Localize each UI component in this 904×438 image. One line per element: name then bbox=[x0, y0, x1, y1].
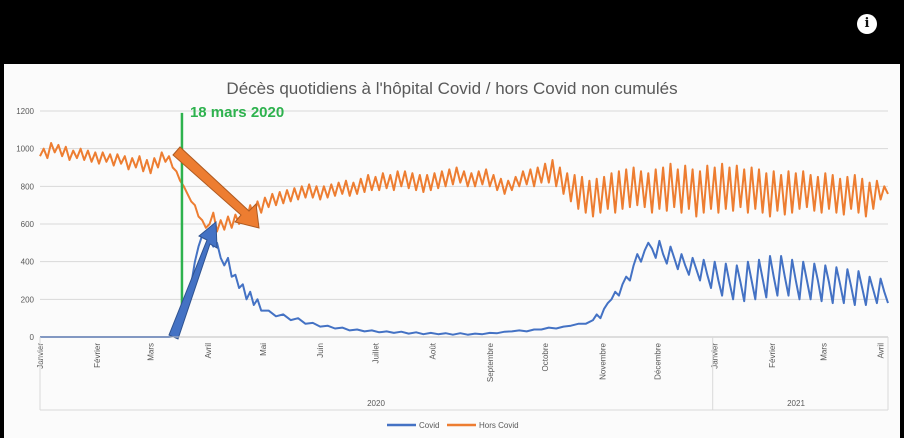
x-tick-label: Mai bbox=[259, 343, 268, 356]
x-tick-label: Février bbox=[768, 343, 777, 368]
x-tick-label: Octobre bbox=[541, 342, 550, 371]
year-label-2020: 2020 bbox=[367, 399, 385, 408]
series-line-covid bbox=[40, 232, 889, 338]
video-top-bar: i bbox=[0, 0, 904, 64]
arrows-layer bbox=[168, 146, 260, 340]
x-axis-frame bbox=[39, 336, 889, 411]
info-icon[interactable]: i bbox=[857, 14, 877, 34]
x-tick-label: Mars bbox=[147, 343, 156, 361]
y-axis-ticks: 0 200 400 600 800 1000 1200 bbox=[16, 107, 34, 342]
annotation-layer: 18 mars 2020 bbox=[180, 104, 284, 309]
annotation-label: 18 mars 2020 bbox=[190, 104, 284, 121]
x-tick-label: Janvier bbox=[711, 343, 720, 369]
x-tick-label: Décembre bbox=[654, 342, 663, 379]
y-tick-label: 1000 bbox=[16, 145, 34, 154]
y-tick-label: 1200 bbox=[16, 107, 34, 116]
x-tick-label: Avril bbox=[877, 343, 886, 359]
legend-label-covid: Covid bbox=[419, 421, 439, 430]
x-tick-label: Août bbox=[429, 342, 438, 359]
x-tick-label: Avril bbox=[204, 343, 213, 359]
x-tick-label: Février bbox=[93, 343, 102, 368]
blue-arrow bbox=[168, 220, 218, 340]
x-tick-label: Novembre bbox=[598, 342, 607, 379]
x-tick-label: Juin bbox=[316, 343, 325, 358]
legend: Covid Hors Covid bbox=[387, 421, 519, 430]
y-tick-label: 800 bbox=[21, 182, 35, 191]
orange-arrow bbox=[172, 146, 260, 229]
x-tick-label: Juillet bbox=[372, 342, 381, 363]
chart-slide: Décès quotidiens à l'hôpital Covid / hor… bbox=[4, 64, 900, 438]
x-tick-label: Mars bbox=[819, 343, 828, 361]
year-label-2021: 2021 bbox=[787, 399, 805, 408]
y-tick-label: 200 bbox=[21, 295, 35, 304]
chart-title: Décès quotidiens à l'hôpital Covid / hor… bbox=[226, 79, 677, 98]
y-tick-label: 400 bbox=[21, 258, 35, 267]
chart-canvas: Décès quotidiens à l'hôpital Covid / hor… bbox=[16, 79, 889, 430]
y-tick-label: 0 bbox=[30, 333, 35, 342]
x-axis-ticks: Janvier Février Mars Avril Mai Juin Juillet Aoû… bbox=[36, 342, 886, 382]
y-tick-label: 600 bbox=[21, 220, 35, 229]
x-tick-label: Septembre bbox=[486, 342, 495, 382]
series-line-hors-covid bbox=[39, 142, 889, 233]
series-layer bbox=[39, 142, 889, 338]
gridlines bbox=[40, 110, 888, 338]
legend-label-hors-covid: Hors Covid bbox=[479, 421, 519, 430]
